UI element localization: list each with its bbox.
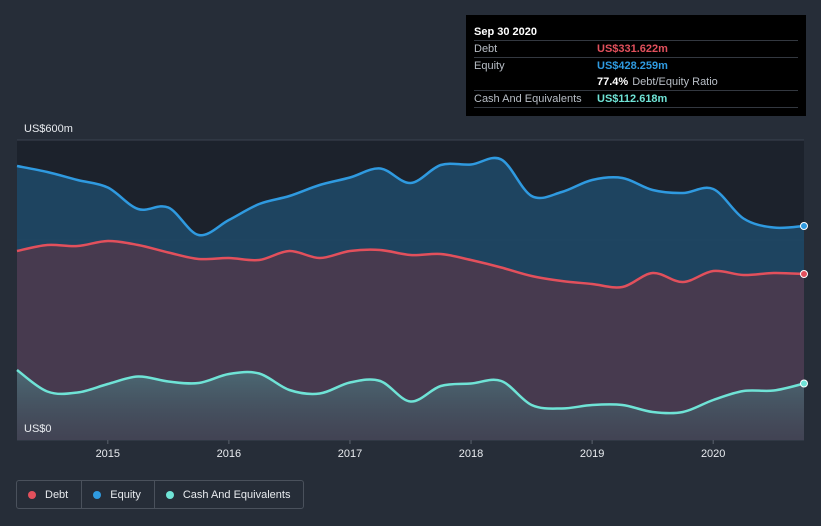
tooltip-row-debt: Debt US$331.622m (474, 40, 798, 57)
tooltip-row-ratio: 77.4% Debt/Equity Ratio (474, 74, 798, 90)
legend-cash-label: Cash And Equivalents (182, 488, 291, 501)
chart-legend: Debt Equity Cash And Equivalents (16, 480, 305, 509)
tooltip-debt-label: Debt (474, 43, 498, 55)
tooltip-equity-value: US$428.259m (597, 60, 668, 72)
y-tick-label: US$0 (24, 423, 52, 435)
tooltip-row-equity: Equity US$428.259m (474, 57, 798, 74)
equity-end-marker[interactable] (800, 222, 808, 230)
x-tick-label: 2020 (701, 448, 725, 460)
legend-debt-label: Debt (45, 488, 69, 501)
cash-dot-icon (165, 490, 174, 499)
tooltip-row-cash: Cash And Equivalents US$112.618m (474, 90, 798, 107)
tooltip-ratio-value: 77.4% (597, 76, 629, 88)
tooltip-ratio-label: Debt/Equity Ratio (632, 76, 718, 88)
y-axis: US$600m US$0 (24, 123, 73, 435)
tooltip-cash-value: US$112.618m (597, 93, 668, 105)
legend-item-debt[interactable]: Debt (17, 481, 83, 508)
debt-end-marker[interactable] (800, 270, 808, 278)
x-tick-label: 2018 (459, 448, 483, 460)
legend-item-equity[interactable]: Equity (82, 481, 155, 508)
tooltip-cash-label: Cash And Equivalents (474, 93, 582, 105)
x-tick-label: 2015 (96, 448, 120, 460)
equity-line[interactable] (16, 156, 805, 237)
end-markers (800, 222, 808, 388)
legend-equity-label: Equity (110, 488, 141, 501)
cash-area (17, 370, 804, 440)
tooltip-equity-label: Equity (474, 60, 505, 72)
equity-dot-icon (93, 490, 102, 499)
y-tick-label: US$600m (24, 123, 73, 135)
x-tick-label: 2016 (217, 448, 241, 460)
x-axis: 2015 2016 2017 2018 2019 2020 (96, 440, 725, 460)
legend-item-cash[interactable]: Cash And Equivalents (155, 481, 304, 508)
cash-end-marker[interactable] (800, 379, 808, 388)
tooltip-debt-value: US$331.622m (597, 43, 668, 55)
data-tooltip: Sep 30 2020 Debt US$331.622m Equity US$4… (466, 15, 806, 116)
tooltip-date: Sep 30 2020 (474, 26, 537, 38)
cash-line[interactable] (16, 368, 805, 415)
debt-dot-icon (28, 490, 36, 499)
x-tick-label: 2019 (580, 448, 604, 460)
debt-line[interactable] (16, 239, 805, 289)
x-tick-label: 2017 (338, 448, 362, 460)
